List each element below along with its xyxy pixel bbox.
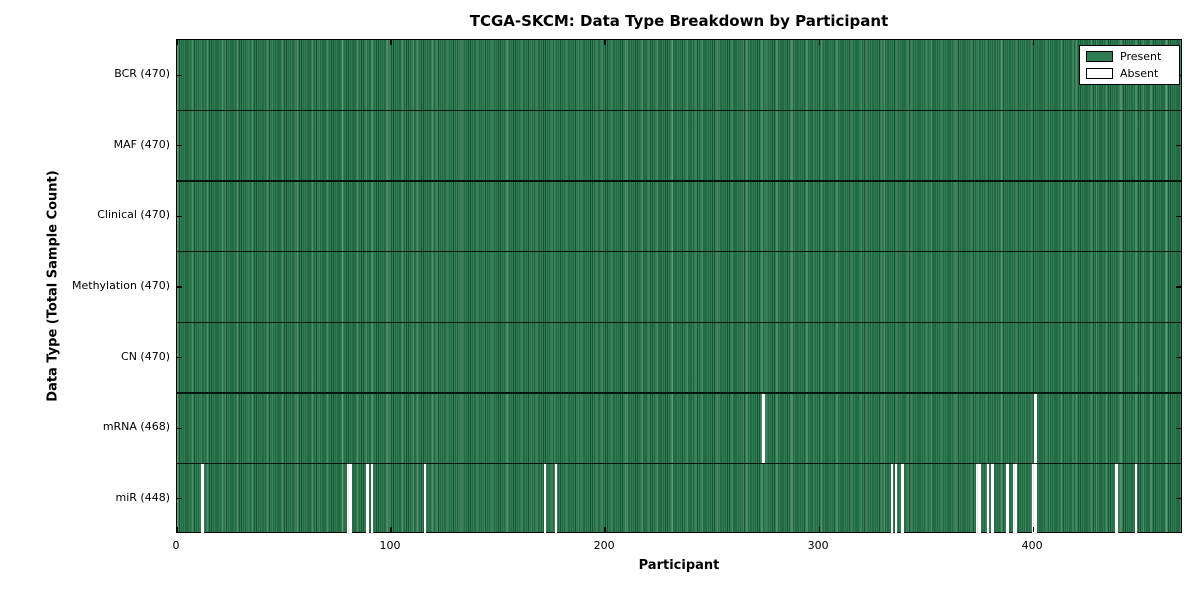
x-tick-mark <box>1032 40 1034 45</box>
y-tick-mark <box>177 74 182 76</box>
y-tick-mark <box>1176 215 1181 218</box>
row-separator <box>177 392 1181 394</box>
y-tick-label-BCR: BCR (470) <box>114 67 170 81</box>
absent-marker-miR <box>976 464 979 534</box>
legend-entry-present: Present <box>1086 50 1173 63</box>
absent-marker-miR <box>554 464 558 534</box>
absent-marker-miR <box>424 464 427 534</box>
absent-marker-miR <box>1014 464 1018 534</box>
y-tick-label-Clinical: Clinical (470) <box>97 208 170 222</box>
x-tick-mark <box>390 527 392 532</box>
y-tick-mark <box>1176 145 1181 147</box>
y-tick-label-MAF: MAF (470) <box>113 137 170 151</box>
absent-marker-miR <box>366 464 369 534</box>
absent-swatch-icon <box>1086 68 1113 79</box>
legend-entry-absent: Absent <box>1086 67 1173 80</box>
row-separator <box>177 109 1181 112</box>
x-tick-label: 100 <box>379 539 401 552</box>
y-tick-mark <box>177 498 182 500</box>
y-tick-mark <box>177 215 182 218</box>
absent-marker-miR <box>901 464 904 534</box>
x-tick-label: 200 <box>593 539 615 552</box>
absent-marker-miR <box>370 464 373 534</box>
legend: Present Absent <box>1079 45 1180 85</box>
absent-marker-miR <box>991 464 994 534</box>
row-separator <box>177 321 1181 324</box>
y-tick-mark <box>1176 286 1181 288</box>
row-separator <box>177 250 1181 253</box>
absent-marker-miR <box>978 464 981 534</box>
legend-label-present: Present <box>1120 50 1162 63</box>
y-tick-mark <box>177 286 182 288</box>
x-tick-label: 300 <box>807 539 829 552</box>
absent-marker-miR <box>543 464 547 534</box>
row-separator <box>177 462 1181 465</box>
absent-marker-mRNA <box>762 393 765 463</box>
x-tick-mark <box>604 527 606 532</box>
y-tick-mark <box>1176 356 1181 359</box>
row-separator <box>177 180 1181 182</box>
chart-title: TCGA-SKCM: Data Type Breakdown by Partic… <box>469 12 889 30</box>
absent-marker-miR <box>987 464 990 534</box>
plot-area <box>176 39 1182 534</box>
present-swatch-icon <box>1086 51 1113 62</box>
y-tick-mark <box>177 427 182 429</box>
y-tick-mark <box>1176 427 1181 429</box>
absent-marker-miR <box>890 464 894 534</box>
absent-marker-mRNA <box>1034 393 1037 463</box>
absent-marker-miR <box>1034 464 1037 534</box>
absent-marker-miR <box>1031 464 1035 534</box>
y-tick-mark <box>1176 498 1181 500</box>
x-tick-mark <box>818 527 820 532</box>
y-axis-title: Data Type (Total Sample Count) <box>45 170 61 402</box>
absent-marker-miR <box>894 464 898 534</box>
x-tick-label: 400 <box>1021 539 1043 552</box>
x-tick-mark <box>1032 527 1034 532</box>
y-tick-label-miR: miR (448) <box>115 490 171 504</box>
x-axis-title: Participant <box>638 558 720 573</box>
absent-marker-miR <box>349 464 352 534</box>
absent-marker-miR <box>347 464 350 534</box>
x-tick-label: 0 <box>172 539 180 552</box>
y-tick-mark <box>177 356 182 359</box>
y-tick-label-Methylation: Methylation (470) <box>72 279 170 292</box>
absent-marker-miR <box>1115 464 1118 534</box>
absent-marker-miR <box>1134 464 1138 534</box>
x-tick-mark <box>176 40 178 45</box>
legend-label-absent: Absent <box>1120 67 1159 80</box>
absent-marker-miR <box>201 464 204 534</box>
x-tick-mark <box>604 40 606 45</box>
y-tick-label-CN: CN (470) <box>121 349 170 363</box>
x-tick-mark <box>390 40 392 45</box>
x-tick-mark <box>176 527 178 532</box>
absent-marker-miR <box>1006 464 1009 534</box>
y-tick-mark <box>177 145 182 147</box>
x-tick-mark <box>818 40 820 45</box>
y-tick-label-mRNA: mRNA (468) <box>102 420 170 434</box>
absent-marker-miR <box>1012 464 1016 534</box>
